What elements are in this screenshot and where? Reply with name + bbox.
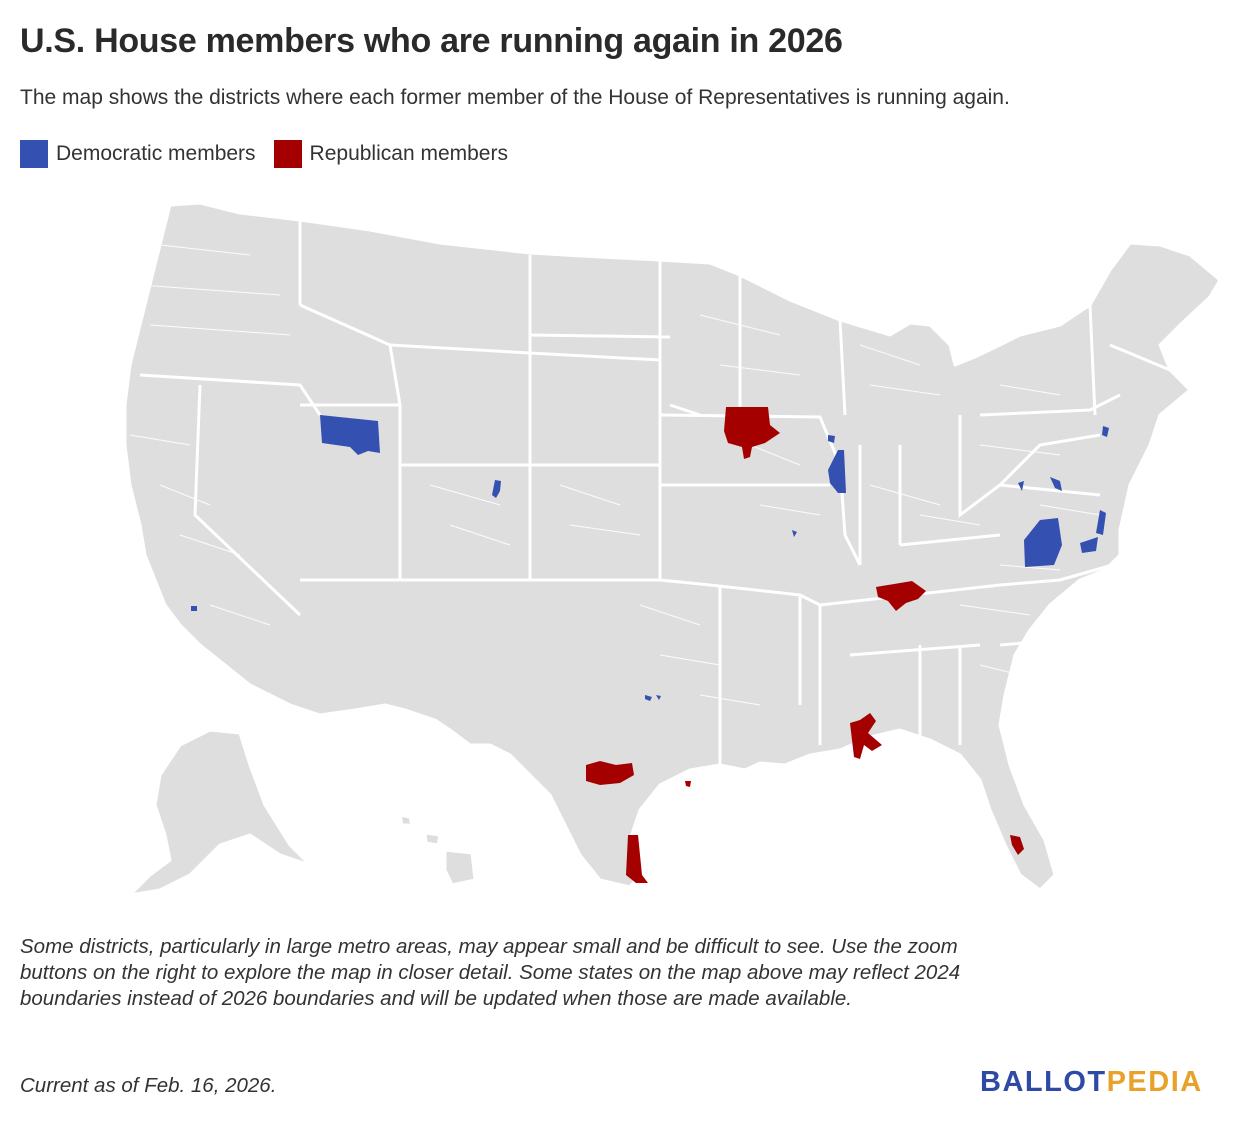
legend-item-democratic: Democratic members <box>20 140 256 168</box>
district-virginia-central[interactable] <box>1024 518 1062 567</box>
district-chicago[interactable] <box>828 435 835 443</box>
district-st-louis[interactable] <box>792 530 797 537</box>
democratic-districts <box>191 415 1109 701</box>
district-kentucky[interactable] <box>876 581 926 611</box>
district-new-jersey[interactable] <box>1102 426 1109 437</box>
district-alabama[interactable] <box>850 713 882 759</box>
ballotpedia-logo[interactable]: BALLOTPEDIA <box>980 1066 1203 1099</box>
logo-part-ballot: BALLOT <box>980 1066 1107 1098</box>
footnote: Some districts, particularly in large me… <box>20 935 961 1010</box>
legend-label-democratic: Democratic members <box>56 142 256 165</box>
district-texas-central[interactable] <box>586 761 634 785</box>
contiguous-us-shape <box>123 201 1222 892</box>
district-idaho[interactable] <box>320 415 380 455</box>
district-iowa[interactable] <box>724 407 780 459</box>
district-dallas[interactable] <box>645 695 661 701</box>
legend-swatch-republican <box>273 140 302 168</box>
district-houston[interactable] <box>685 781 691 787</box>
republican-districts <box>586 407 1024 883</box>
us-district-map[interactable] <box>100 185 1240 905</box>
legend-label-republican: Republican members <box>309 142 508 165</box>
district-illinois[interactable] <box>828 450 846 493</box>
hawaii-island-3 <box>443 848 477 887</box>
district-southern-california[interactable] <box>191 606 197 611</box>
hawaii-island-2 <box>423 831 442 847</box>
district-texas-south[interactable] <box>626 835 648 883</box>
state-borders <box>139 220 1171 765</box>
chart-title: U.S. House members who are running again… <box>20 22 843 60</box>
chart-subtitle: The map shows the districts where each f… <box>20 86 1010 109</box>
hawaii-shape <box>398 813 414 827</box>
legend-item-republican: Republican members <box>273 140 508 168</box>
district-borders <box>129 244 1101 706</box>
district-virginia-tidewater[interactable] <box>1080 537 1098 553</box>
updated-date: Current as of Feb. 16, 2026. <box>20 1074 277 1097</box>
legend-swatch-democratic <box>20 140 48 168</box>
district-eastern-shore[interactable] <box>1096 510 1106 535</box>
logo-part-pedia: PEDIA <box>1106 1066 1203 1098</box>
district-maryland[interactable] <box>1018 477 1062 491</box>
district-south-florida[interactable] <box>1010 835 1024 855</box>
legend: Democratic members Republican members <box>20 140 508 168</box>
district-colorado[interactable] <box>492 480 501 498</box>
alaska-shape <box>128 728 312 897</box>
